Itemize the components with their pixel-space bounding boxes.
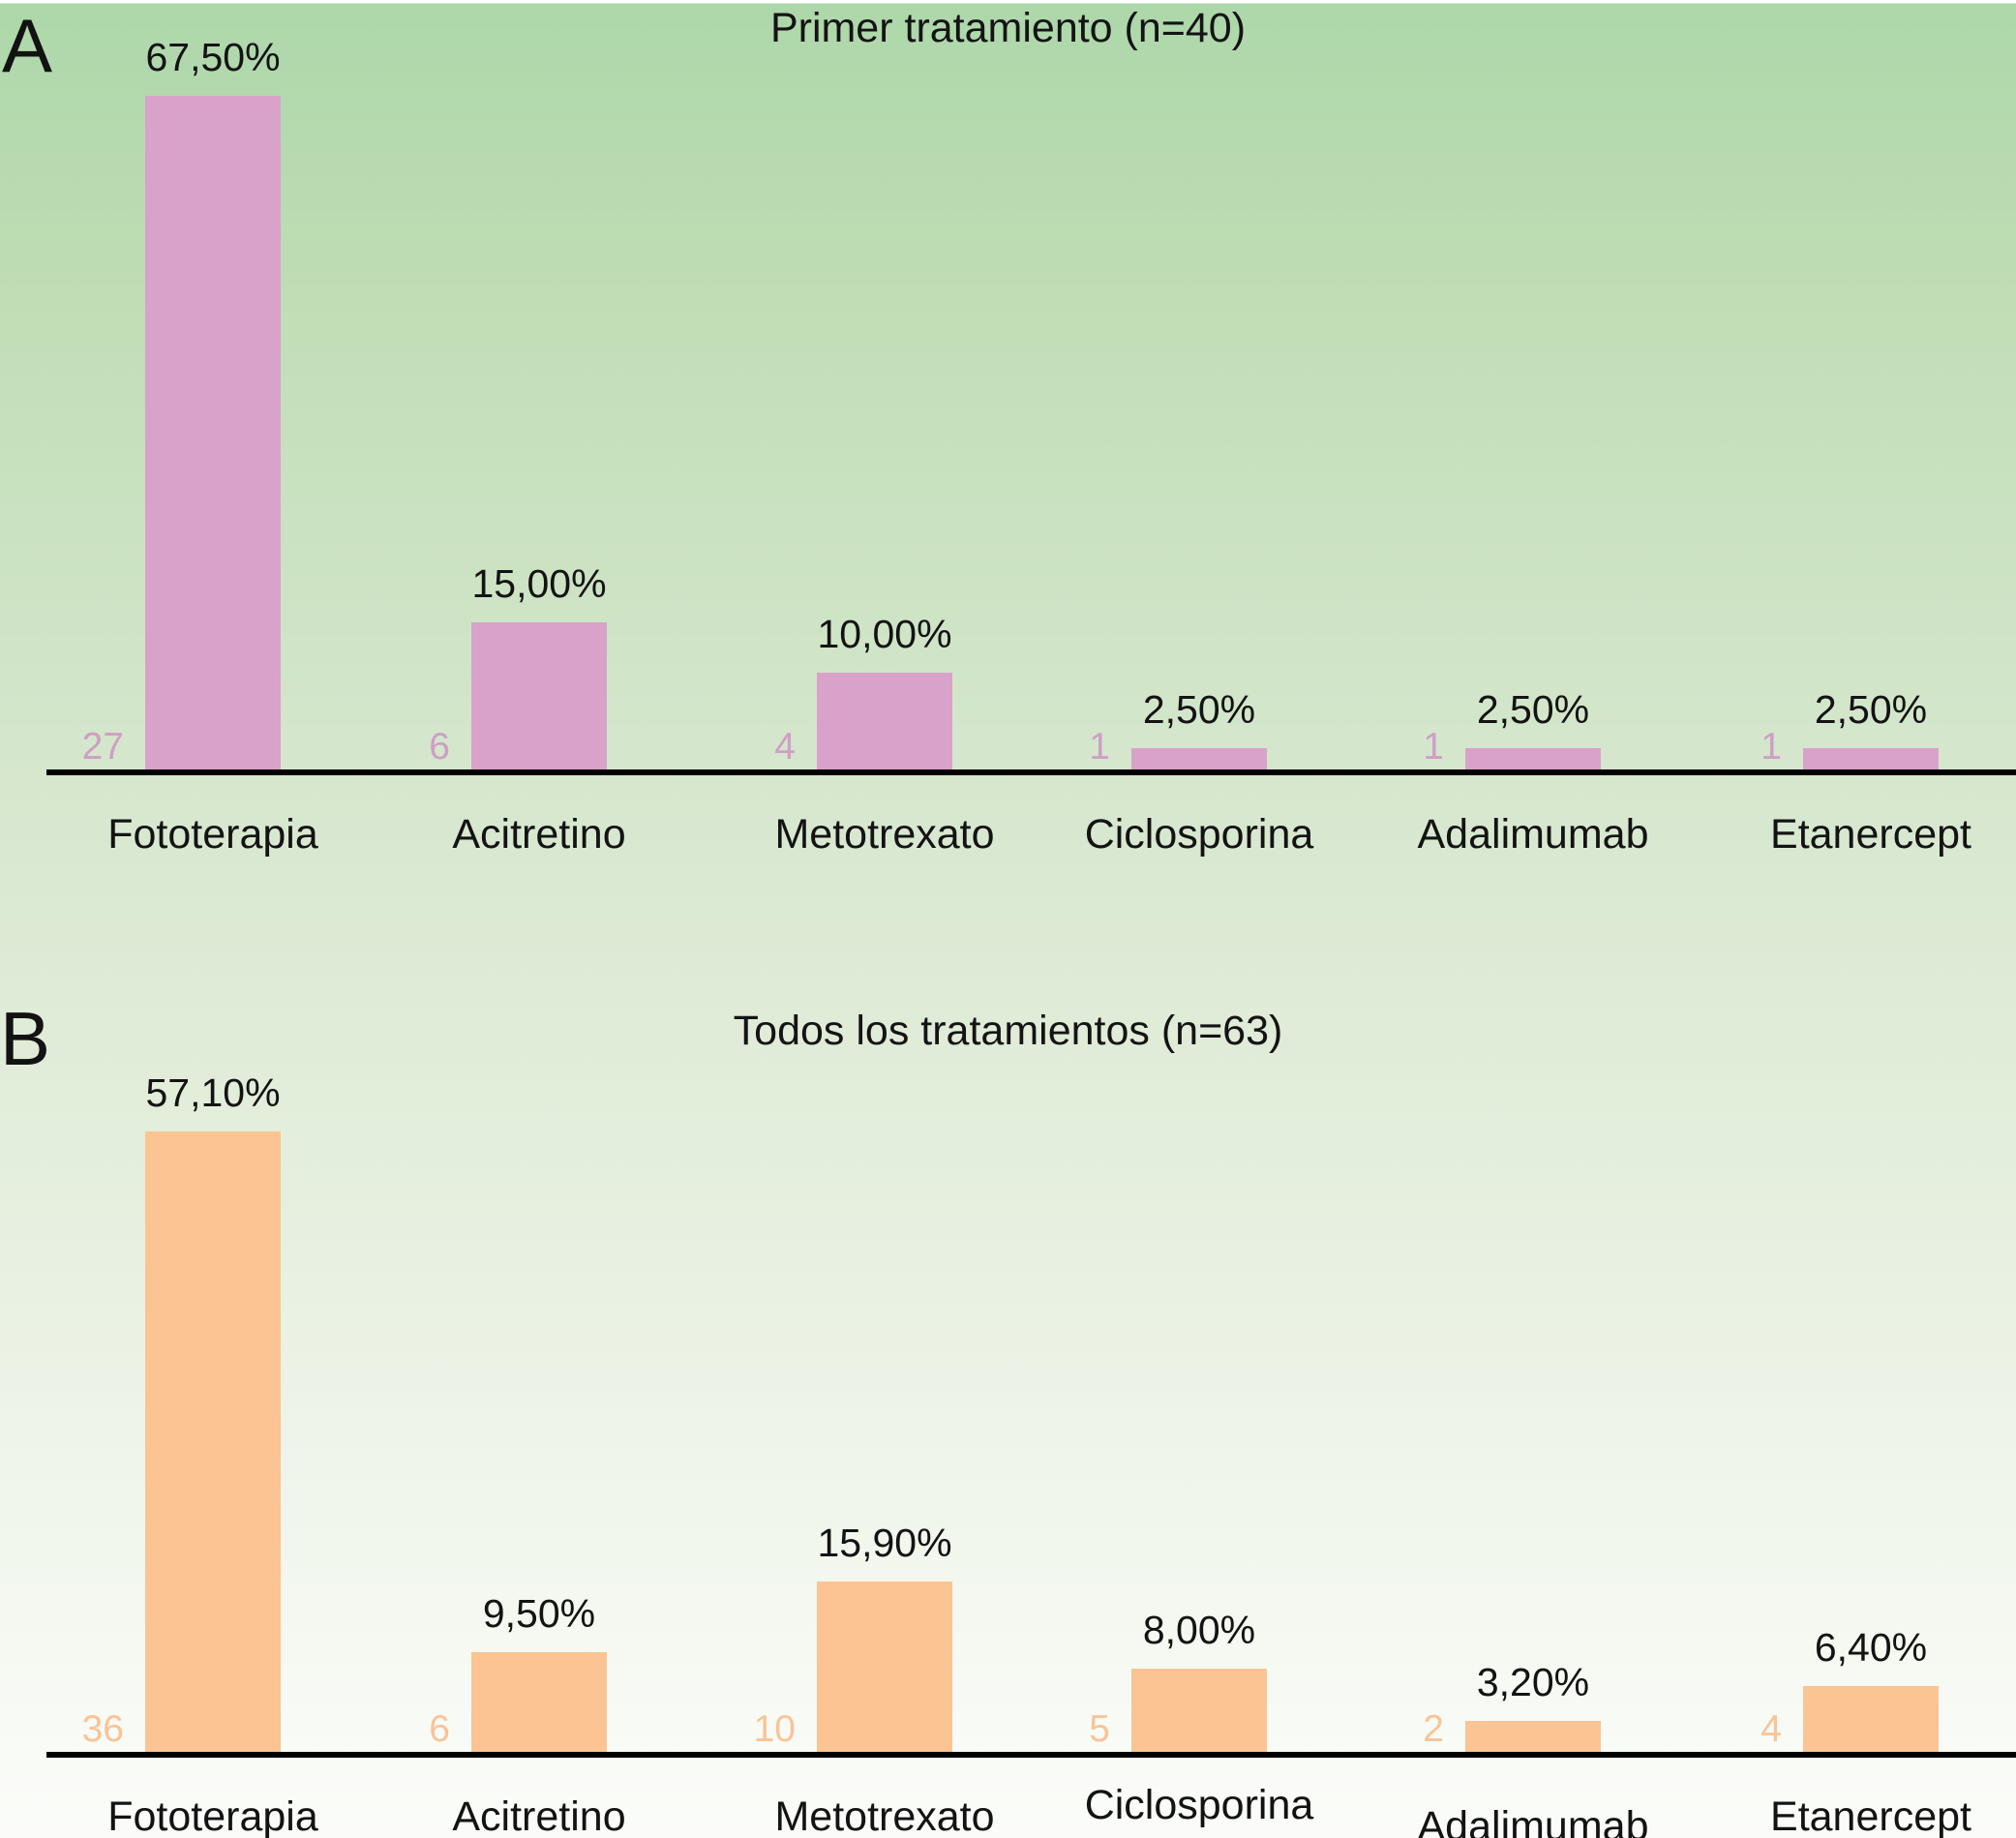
category-label-b-etanercept: Etanercept xyxy=(1770,1793,1971,1838)
count-label-a-fototerapia: 27 xyxy=(81,726,124,768)
bar-a-ciclosporina xyxy=(1131,748,1267,773)
count-label-b-fototerapia: 36 xyxy=(81,1708,124,1750)
panel-b-letter: B xyxy=(0,996,51,1081)
bar-a-acitretino xyxy=(471,622,607,773)
count-label-b-adalimumab: 2 xyxy=(1423,1708,1444,1750)
category-label-a-metotrexato: Metotrexato xyxy=(774,811,995,858)
count-label-a-etanercept: 1 xyxy=(1760,726,1782,768)
value-label-b-etanercept: 6,40% xyxy=(1814,1625,1928,1670)
count-label-b-etanercept: 4 xyxy=(1760,1708,1782,1750)
value-label-a-acitretino: 15,00% xyxy=(471,561,607,606)
bar-a-adalimumab xyxy=(1465,748,1601,773)
count-label-a-ciclosporina: 1 xyxy=(1089,726,1110,768)
panel-a-axis-line xyxy=(46,769,2016,775)
bar-b-fototerapia xyxy=(145,1131,281,1756)
bar-b-adalimumab xyxy=(1465,1721,1601,1756)
category-label-b-fototerapia: Fototerapia xyxy=(107,1793,318,1838)
category-label-a-adalimumab: Adalimumab xyxy=(1417,811,1649,858)
value-label-b-metotrexato: 15,90% xyxy=(817,1521,952,1565)
bar-b-etanercept xyxy=(1803,1686,1939,1756)
bar-a-metotrexato xyxy=(817,673,952,773)
value-label-b-ciclosporina: 8,00% xyxy=(1142,1608,1256,1652)
value-label-a-metotrexato: 10,00% xyxy=(817,612,952,656)
value-label-a-adalimumab: 2,50% xyxy=(1476,687,1590,732)
bar-b-metotrexato xyxy=(817,1582,952,1756)
category-label-a-acitretino: Acitretino xyxy=(452,811,626,858)
value-label-a-etanercept: 2,50% xyxy=(1814,687,1928,732)
category-label-b-adalimumab: Adalimumab xyxy=(1417,1803,1649,1838)
category-label-a-ciclosporina: Ciclosporina xyxy=(1084,811,1314,858)
bar-b-acitretino xyxy=(471,1652,607,1756)
category-label-b-ciclosporina: Ciclosporina xyxy=(1084,1782,1314,1828)
count-label-b-ciclosporina: 5 xyxy=(1089,1708,1110,1750)
value-label-b-adalimumab: 3,20% xyxy=(1476,1660,1590,1704)
bar-a-etanercept xyxy=(1803,748,1939,773)
bar-a-fototerapia xyxy=(145,96,281,773)
panel-b-axis-line xyxy=(46,1752,2016,1758)
category-label-a-etanercept: Etanercept xyxy=(1770,811,1971,858)
count-label-a-adalimumab: 1 xyxy=(1423,726,1444,768)
category-label-b-acitretino: Acitretino xyxy=(452,1793,626,1838)
bar-b-ciclosporina xyxy=(1131,1669,1267,1756)
value-label-b-acitretino: 9,50% xyxy=(482,1591,596,1636)
category-label-a-fototerapia: Fototerapia xyxy=(107,811,318,858)
value-label-a-fototerapia: 67,50% xyxy=(145,35,281,79)
count-label-b-metotrexato: 10 xyxy=(753,1708,796,1750)
value-label-a-ciclosporina: 2,50% xyxy=(1142,687,1256,732)
panel-a-title: Primer tratamiento (n=40) xyxy=(769,5,1247,51)
count-label-a-metotrexato: 4 xyxy=(774,726,796,768)
count-label-b-acitretino: 6 xyxy=(429,1708,450,1750)
panel-b-title: Todos los tratamientos (n=63) xyxy=(733,1008,1283,1054)
count-label-a-acitretino: 6 xyxy=(429,726,450,768)
value-label-b-fototerapia: 57,10% xyxy=(145,1070,281,1115)
category-label-b-metotrexato: Metotrexato xyxy=(774,1793,995,1838)
panel-a-letter: A xyxy=(2,3,53,88)
